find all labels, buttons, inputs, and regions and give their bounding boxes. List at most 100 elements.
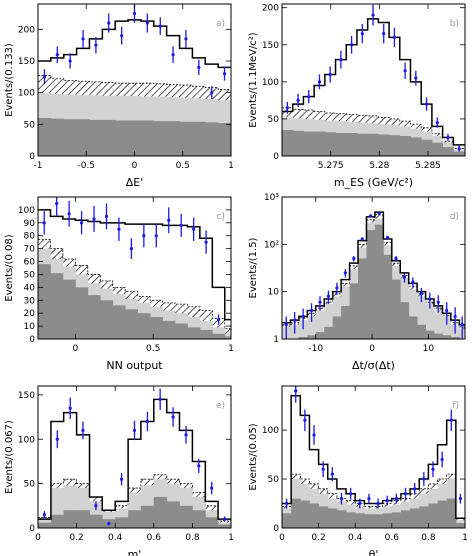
- x-tick-label: 5.28: [369, 161, 389, 171]
- plot-frame: [281, 3, 466, 157]
- background-dark-bar: [367, 133, 379, 156]
- data-point: [445, 308, 449, 313]
- background-light-bar: [417, 296, 426, 339]
- background-dark-bar: [410, 137, 422, 156]
- plot-area: [282, 4, 465, 156]
- y-tick-label: 10³: [264, 193, 279, 203]
- x-tick-label: 0: [132, 161, 138, 171]
- data-point: [349, 492, 353, 496]
- panel-label: c): [217, 212, 225, 222]
- background-dark-bar: [62, 279, 76, 339]
- data-point: [117, 227, 121, 231]
- data-point: [394, 256, 398, 261]
- hatched-outline: [38, 75, 231, 90]
- y-tick-label: 150: [18, 391, 35, 401]
- data-point: [42, 75, 47, 79]
- background-dark-bar: [315, 332, 325, 339]
- data-point: [222, 72, 227, 76]
- y-axis-label: Events/(1.5): [248, 237, 259, 298]
- background-dark-bar: [431, 142, 444, 156]
- data-point: [119, 477, 124, 481]
- background-dark-bar: [400, 302, 410, 339]
- background-dark-bar: [38, 118, 52, 156]
- x-axis-label: NN output: [106, 359, 163, 372]
- y-tick-label: 0: [29, 524, 35, 534]
- x-tick-label: 0.8: [421, 533, 436, 543]
- background-dark-bar: [166, 501, 180, 528]
- background-dark-bar: [38, 522, 52, 528]
- plot-frame: [37, 385, 232, 529]
- panel-label: d): [450, 212, 459, 222]
- background-dark-bar: [442, 335, 452, 339]
- data-point: [419, 292, 423, 296]
- data-point: [42, 513, 46, 517]
- data-point: [129, 247, 133, 251]
- y-tick-label: 10: [268, 288, 280, 298]
- background-dark-bar: [355, 513, 365, 528]
- y-tick-label: 0: [29, 335, 35, 345]
- data-point: [460, 323, 464, 327]
- x-axis-label: ΔE': [126, 176, 144, 189]
- plot-area: [38, 388, 231, 528]
- data-point: [446, 135, 450, 140]
- background-dark-bar: [446, 498, 457, 528]
- background-light-bar: [408, 289, 418, 339]
- y-tick-label: 50: [24, 270, 36, 280]
- background-dark-bar: [192, 510, 206, 528]
- y-tick-label: 80: [24, 232, 36, 242]
- background-dark-bar: [349, 283, 359, 339]
- data-point: [385, 498, 389, 503]
- background-light-bar: [212, 327, 226, 339]
- background-dark-bar: [115, 517, 129, 528]
- hatched-outline: [38, 239, 231, 330]
- data-point: [458, 497, 463, 501]
- data-point: [422, 477, 426, 481]
- chart-panel-5: 0 0.2 0.4 0.6 0.8 1 0 50 100 f) θ' Events/(0.05): [248, 385, 468, 556]
- total-fit-line: [38, 19, 231, 69]
- background-dark-bar: [89, 119, 103, 156]
- y-tick-label: 50: [268, 115, 280, 125]
- data-point: [67, 212, 71, 216]
- y-tick-label: 50: [24, 480, 36, 490]
- data-point: [413, 487, 417, 491]
- data-point: [68, 59, 72, 63]
- data-point: [352, 256, 356, 261]
- background-light-bar: [425, 303, 435, 339]
- plot-area: [282, 386, 465, 528]
- data-point: [284, 501, 289, 506]
- background-dark-bar: [341, 305, 350, 339]
- data-point: [171, 53, 175, 57]
- x-tick-label: 0.2: [69, 533, 83, 543]
- data-point: [326, 294, 331, 298]
- data-point: [204, 240, 208, 244]
- background-dark-bar: [324, 326, 334, 339]
- data-point: [307, 95, 311, 99]
- background-dark-bar: [324, 132, 336, 156]
- data-point: [55, 53, 59, 57]
- plot-frame: [281, 196, 466, 340]
- y-tick-label: 1: [273, 335, 279, 345]
- background-dark-bar: [50, 273, 64, 339]
- background-dark-bar: [455, 523, 465, 528]
- data-point: [223, 517, 227, 521]
- data-point: [369, 214, 373, 218]
- background-dark-bar: [212, 333, 226, 339]
- total-fit-line: [282, 211, 465, 326]
- background-dark-bar: [282, 513, 292, 528]
- background-dark-bar: [358, 258, 367, 339]
- background-dark-bar: [309, 503, 319, 528]
- data-point: [68, 406, 72, 410]
- chart-panel-4: 0 0.2 0.4 0.6 0.8 1 0 50 100 150 e) m' Events/(0.067…: [4, 385, 234, 556]
- x-tick-label: 0.4: [348, 533, 363, 543]
- background-dark-bar: [307, 335, 317, 339]
- background-dark-bar: [162, 320, 176, 339]
- background-dark-bar: [450, 337, 460, 339]
- background-dark-bar: [140, 120, 155, 156]
- data-point: [132, 11, 137, 16]
- background-dark-bar: [336, 510, 347, 528]
- background-dark-bar: [153, 496, 168, 528]
- data-point: [107, 521, 111, 526]
- chart-panel-3: -10 0 10 1 10 10² 10³ d) Δt/σ(Δt) Events/(1.5): [248, 193, 466, 372]
- total-fit-line: [282, 395, 465, 519]
